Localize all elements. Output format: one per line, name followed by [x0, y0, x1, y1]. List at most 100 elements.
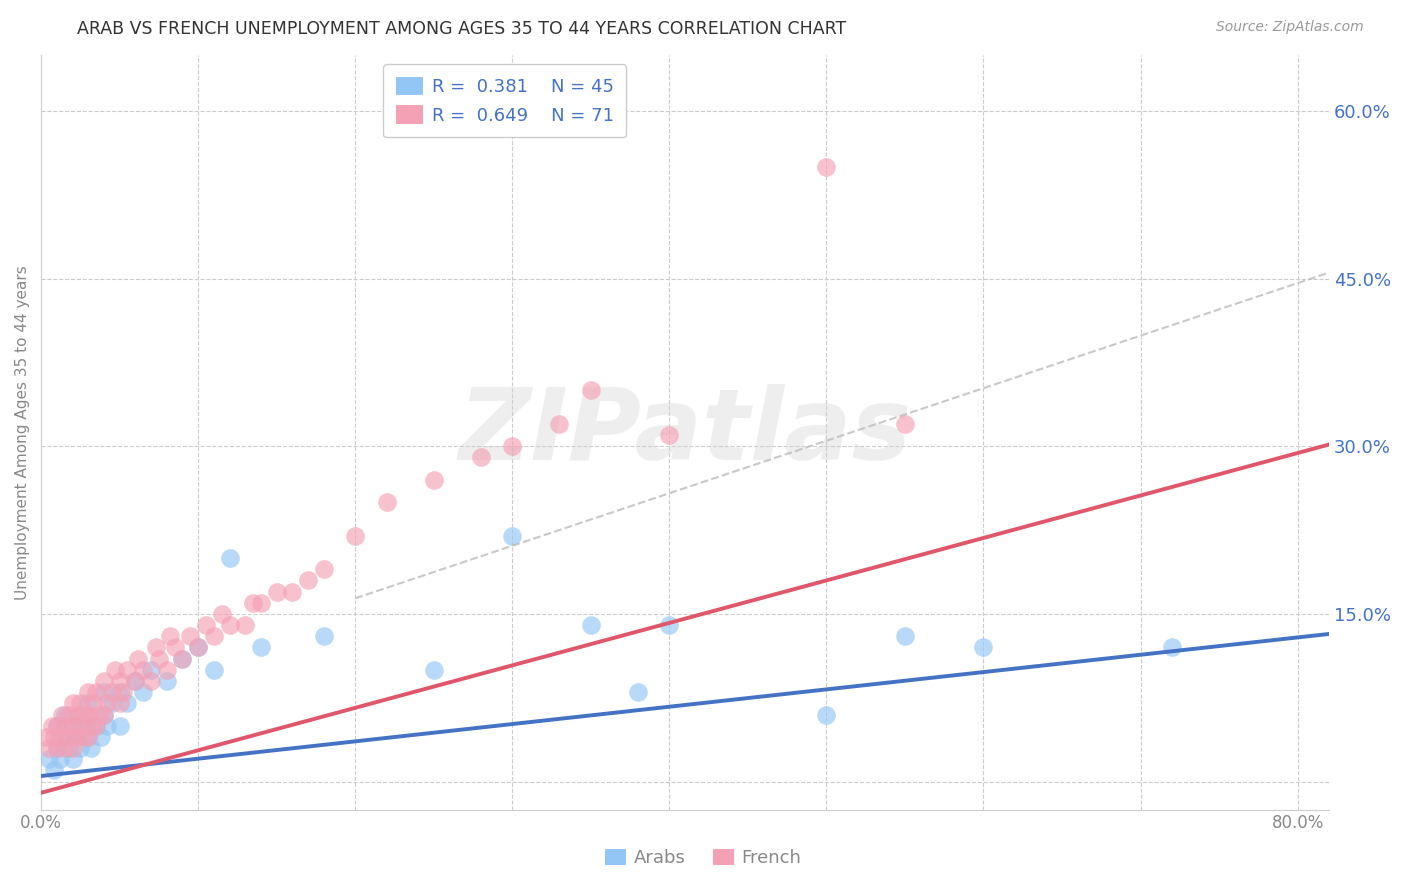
Point [62, 741, 84, 756]
Point [139, 663, 162, 677]
Point [62, 719, 84, 733]
Point [501, 529, 523, 543]
Text: ARAB VS FRENCH UNEMPLOYMENT AMONG AGES 35 TO 44 YEARS CORRELATION CHART: ARAB VS FRENCH UNEMPLOYMENT AMONG AGES 3… [77, 20, 846, 37]
Point [42, 764, 65, 778]
Point [80, 741, 103, 756]
Point [124, 673, 146, 688]
Point [84, 719, 107, 733]
Point [148, 651, 170, 665]
Point [159, 629, 181, 643]
Point [145, 640, 167, 655]
Point [93, 673, 115, 688]
Point [250, 640, 273, 655]
Point [127, 651, 149, 665]
Point [894, 629, 917, 643]
Point [93, 707, 115, 722]
Point [156, 663, 179, 677]
Point [132, 663, 155, 677]
Point [139, 673, 162, 688]
Point [89, 707, 111, 722]
Point [69, 697, 91, 711]
Point [42, 730, 65, 744]
Point [38, 752, 60, 766]
Point [108, 697, 131, 711]
Point [108, 685, 131, 699]
Point [45, 741, 67, 756]
Point [101, 697, 124, 711]
Point [93, 685, 115, 699]
Point [156, 673, 179, 688]
Point [51, 707, 73, 722]
Point [93, 707, 115, 722]
Point [658, 618, 681, 632]
Point [75, 719, 97, 733]
Point [96, 697, 118, 711]
Point [69, 741, 91, 756]
Point [77, 730, 100, 744]
Point [250, 596, 273, 610]
Point [108, 719, 131, 733]
Point [35, 730, 58, 744]
Point [67, 707, 90, 722]
Point [101, 685, 124, 699]
Point [65, 730, 87, 744]
Point [187, 640, 209, 655]
Point [117, 697, 139, 711]
Point [49, 752, 72, 766]
Point [172, 651, 194, 665]
Point [84, 719, 107, 733]
Point [281, 584, 304, 599]
Point [77, 697, 100, 711]
Point [56, 730, 79, 744]
Point [38, 741, 60, 756]
Y-axis label: Unemployment Among Ages 35 to 44 years: Unemployment Among Ages 35 to 44 years [15, 265, 30, 599]
Point [90, 730, 112, 744]
Point [45, 719, 67, 733]
Point [104, 663, 127, 677]
Point [163, 640, 186, 655]
Point [96, 719, 118, 733]
Point [266, 584, 288, 599]
Point [579, 618, 602, 632]
Point [202, 663, 225, 677]
Point [187, 640, 209, 655]
Point [218, 618, 240, 632]
Point [548, 417, 571, 431]
Point [62, 719, 84, 733]
Point [233, 618, 256, 632]
Point [218, 551, 240, 566]
Point [579, 384, 602, 398]
Point [75, 707, 97, 722]
Legend: Arabs, French: Arabs, French [598, 841, 808, 874]
Point [62, 752, 84, 766]
Point [211, 607, 233, 621]
Point [124, 673, 146, 688]
Point [77, 707, 100, 722]
Text: ZIPatlas: ZIPatlas [458, 384, 911, 481]
Point [117, 663, 139, 677]
Point [132, 685, 155, 699]
Point [815, 160, 838, 174]
Point [77, 685, 100, 699]
Point [423, 663, 446, 677]
Point [84, 685, 107, 699]
Point [815, 707, 838, 722]
Point [72, 730, 94, 744]
Point [80, 719, 103, 733]
Point [972, 640, 994, 655]
Point [62, 697, 84, 711]
Point [65, 730, 87, 744]
Point [627, 685, 650, 699]
Point [53, 741, 76, 756]
Point [45, 719, 67, 733]
Point [58, 741, 80, 756]
Point [77, 730, 100, 744]
Point [172, 651, 194, 665]
Point [53, 719, 76, 733]
Point [49, 730, 72, 744]
Point [658, 428, 681, 442]
Point [894, 417, 917, 431]
Point [53, 730, 76, 744]
Point [470, 450, 492, 465]
Point [297, 574, 319, 588]
